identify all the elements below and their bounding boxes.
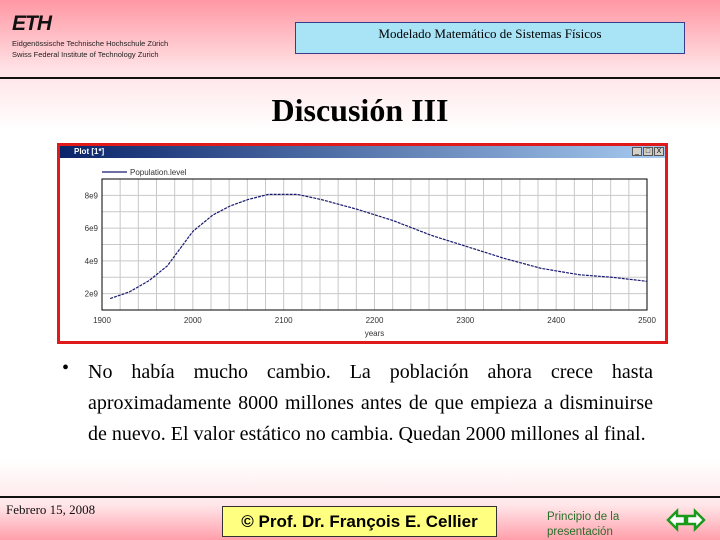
x-tick-label: 2300 [456, 316, 474, 325]
navigation-arrows [666, 508, 706, 532]
x-tick-label: 2000 [184, 316, 202, 325]
x-axis-label: years [365, 329, 385, 338]
copyright-box: © Prof. Dr. François E. Cellier [222, 506, 497, 537]
bullet-marker: • [62, 357, 70, 379]
y-tick-label: 4e9 [85, 257, 99, 266]
start-of-presentation-link[interactable]: Principio de la presentación [547, 511, 620, 538]
eth-logo: ETH [12, 12, 52, 35]
footer-divider [0, 496, 720, 498]
forward-arrow-icon[interactable] [685, 508, 706, 532]
x-tick-label: 2400 [547, 316, 565, 325]
close-button[interactable]: X [654, 147, 664, 156]
header-divider [0, 77, 720, 79]
x-tick-label: 2100 [275, 316, 293, 325]
y-tick-label: 6e9 [85, 224, 99, 233]
bullet-text: No había mucho cambio. La población ahor… [88, 361, 653, 445]
plot-window: Plot [1*] _ □ X 1900 2000 2100 2200 2300 2400… [57, 143, 668, 344]
course-title-box: Modelado Matemático de Sistemas Físicos [295, 22, 685, 54]
plot-frame [101, 178, 648, 311]
footer-date: Febrero 15, 2008 [6, 502, 96, 517]
back-arrow-icon[interactable] [666, 508, 687, 532]
institution-english: Swiss Federal Institute of Technology Zu… [12, 50, 159, 59]
plot-window-titlebar[interactable]: Plot [1*] [60, 146, 665, 158]
x-tick-label: 2500 [638, 316, 656, 325]
x-tick-label: 1900 [93, 316, 111, 325]
population-series-line [109, 193, 648, 300]
slide-title: Discusión III [271, 92, 449, 128]
maximize-button[interactable]: □ [643, 147, 653, 156]
minimize-button[interactable]: _ [632, 147, 642, 156]
y-tick-label: 8e9 [85, 191, 99, 200]
institution-german: Eidgenössische Technische Hochschule Zür… [12, 39, 169, 48]
legend-label: Population.level [130, 168, 187, 177]
x-tick-label: 2200 [366, 316, 384, 325]
plot-window-title: Plot [1*] [74, 147, 105, 156]
y-tick-label: 2e9 [85, 290, 99, 299]
population-chart: 1900 2000 2100 2200 2300 2400 2500 2e9 4e9 6e9 8e9… [85, 168, 657, 338]
